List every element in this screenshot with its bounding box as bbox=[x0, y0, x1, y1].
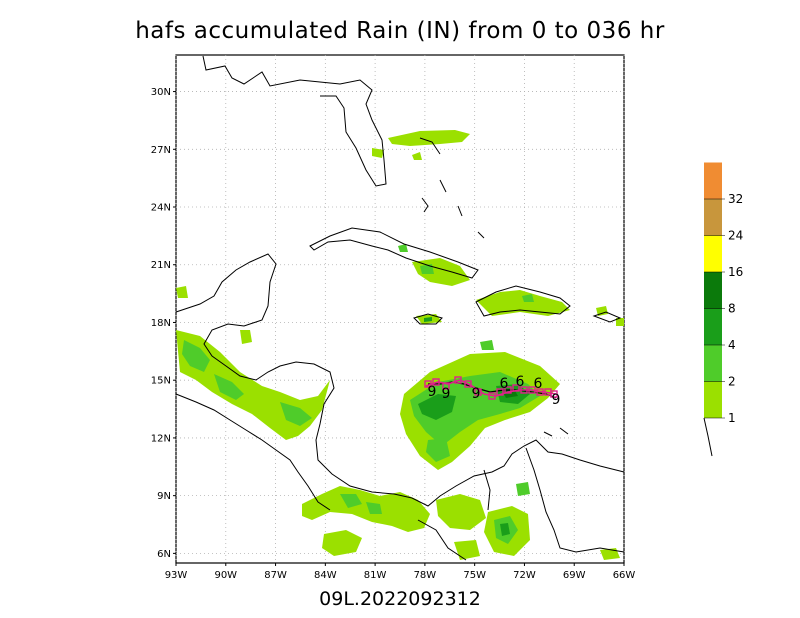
colorbar-label: 1 bbox=[728, 411, 736, 425]
track-marker bbox=[464, 380, 472, 388]
track-marker bbox=[550, 390, 558, 398]
lat-tick-label: 15N bbox=[151, 376, 171, 387]
track-marker bbox=[520, 386, 528, 394]
coastlines bbox=[175, 55, 625, 561]
track-marker bbox=[454, 376, 462, 384]
track-marker bbox=[474, 388, 482, 396]
lon-tick-label: 93W bbox=[165, 570, 188, 581]
colorbar-label: 16 bbox=[728, 265, 743, 279]
lat-tick-label: 30N bbox=[151, 87, 171, 98]
lon-tick-label: 87W bbox=[264, 570, 287, 581]
storm-symbol-labels: 9 9 96 6 69 bbox=[428, 374, 561, 408]
colorbar-min-tail bbox=[703, 417, 713, 457]
storm-symbol-label: 9 bbox=[442, 386, 451, 402]
storm-symbol-label: 6 bbox=[516, 374, 525, 390]
lat-tick-label: 6N bbox=[157, 549, 171, 560]
storm-track: 9 9 96 6 69 bbox=[424, 374, 561, 408]
lat-tick-label: 9N bbox=[157, 491, 171, 502]
track-marker bbox=[432, 378, 440, 386]
track-markers bbox=[424, 376, 558, 400]
longitude-axis: 93W 90W 87W 84W 81W 78W 75W 72W 69W 66W bbox=[165, 563, 636, 581]
storm-symbol-label: 6 bbox=[500, 376, 509, 392]
run-identifier: 09L.2022092312 bbox=[319, 588, 481, 610]
colorbar-cell bbox=[704, 199, 722, 236]
lat-tick-label: 21N bbox=[151, 260, 171, 271]
track-marker bbox=[496, 388, 504, 396]
storm-symbol-label: 9 bbox=[428, 384, 437, 400]
lat-tick-label: 12N bbox=[151, 433, 171, 444]
track-marker bbox=[504, 386, 512, 394]
track-marker bbox=[442, 382, 450, 390]
colorbar-cell bbox=[704, 272, 722, 309]
latitude-axis: 30N 27N 24N 21N 18N 15N 12N 9N 6N bbox=[151, 87, 176, 560]
lon-tick-label: 78W bbox=[414, 570, 437, 581]
colorbar-label: 8 bbox=[728, 302, 736, 316]
colorbar-label: 32 bbox=[728, 192, 743, 206]
lat-tick-label: 27N bbox=[151, 145, 171, 156]
storm-symbol-label: 6 bbox=[534, 376, 543, 392]
colorbar-cell bbox=[704, 235, 722, 272]
track-marker bbox=[528, 386, 536, 394]
colorbar-label: 24 bbox=[728, 229, 743, 243]
lat-tick-label: 24N bbox=[151, 203, 171, 214]
lon-tick-label: 66W bbox=[613, 570, 636, 581]
colorbar-cell bbox=[704, 345, 722, 382]
colorbar-label: 4 bbox=[728, 338, 736, 352]
colorbar-cell bbox=[704, 162, 722, 199]
lon-tick-label: 75W bbox=[463, 570, 486, 581]
colorbar-cell bbox=[704, 308, 722, 345]
lon-tick-label: 90W bbox=[214, 570, 237, 581]
lat-tick-label: 18N bbox=[151, 318, 171, 329]
colorbar-cell bbox=[704, 381, 722, 418]
storm-symbol-label: 9 bbox=[472, 386, 481, 402]
track-marker bbox=[424, 380, 432, 388]
lon-tick-label: 84W bbox=[314, 570, 337, 581]
lon-tick-label: 72W bbox=[513, 570, 536, 581]
track-marker bbox=[536, 388, 544, 396]
track-marker bbox=[512, 384, 520, 392]
track-marker bbox=[488, 392, 496, 400]
lon-tick-label: 69W bbox=[563, 570, 586, 581]
chart-title: hafs accumulated Rain (IN) from 0 to 036… bbox=[135, 18, 665, 44]
colorbar-label: 2 bbox=[728, 375, 736, 389]
lon-tick-label: 81W bbox=[364, 570, 387, 581]
storm-symbol-label: 9 bbox=[552, 392, 561, 408]
